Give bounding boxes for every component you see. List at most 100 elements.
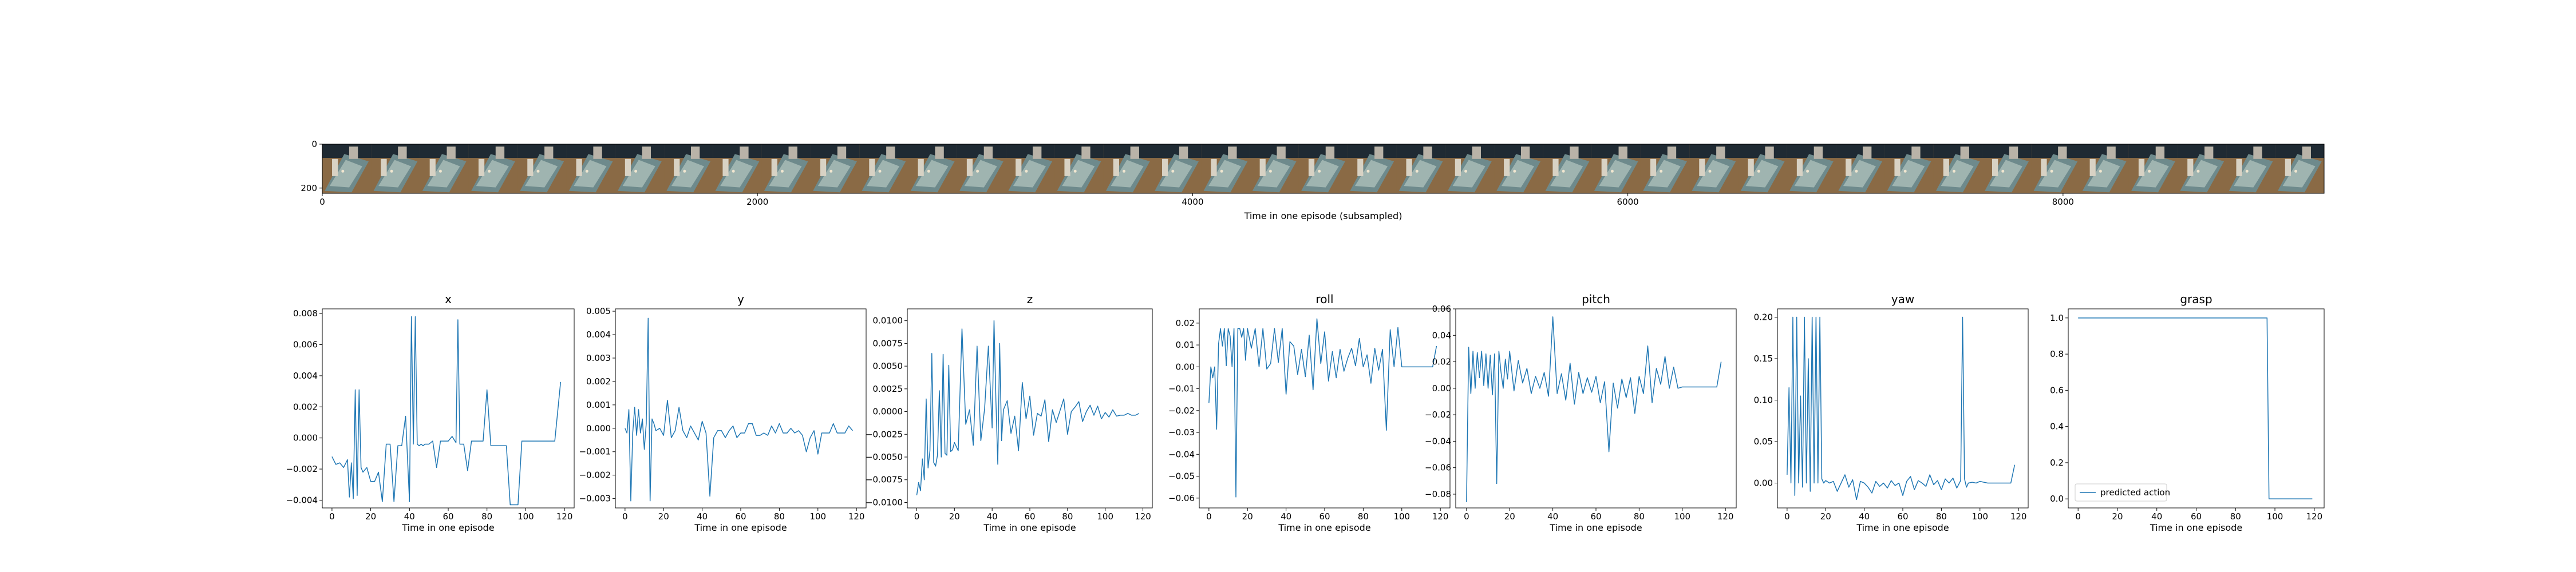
y-tick-label: 1.0 — [2050, 313, 2064, 323]
frame-thumbnail — [1201, 144, 1251, 193]
y-tick-label: −0.08 — [1425, 489, 1451, 499]
frame-thumbnail — [1348, 144, 1397, 193]
x-tick-label: 60 — [2191, 511, 2202, 522]
subplot-title: z — [1027, 292, 1033, 306]
x-tick-label: 120 — [1432, 511, 1449, 522]
y-tick-label: 0.00 — [1176, 362, 1195, 372]
subplot-grasp: 0 20 40 60 80 100 120 0.0 0.2 0.4 0.6 0.8 1.0 grasp Ti… — [2050, 292, 2325, 533]
x-tick-label: 0 — [329, 511, 335, 522]
x-tick-label: 100 — [1393, 511, 1410, 522]
y-tick-label: 0.0050 — [873, 361, 903, 371]
subplot-title: yaw — [1891, 292, 1914, 306]
subplot-title: y — [737, 292, 744, 306]
series-line — [916, 320, 1140, 495]
x-tick-label: 0 — [1784, 511, 1790, 522]
y-tick-label: 0.10 — [1754, 395, 1773, 406]
series-line — [1466, 316, 1722, 502]
x-tick-label: 120 — [556, 511, 573, 522]
x-tick-label: 40 — [1281, 511, 1291, 522]
frame-thumbnail — [859, 144, 909, 193]
y-tick-label: 0.0000 — [873, 407, 903, 417]
series-line — [1787, 316, 2016, 500]
frame-thumbnail — [1591, 144, 1641, 193]
y-tick-label: 0.005 — [586, 306, 611, 316]
y-tick-label: −0.03 — [1168, 427, 1195, 438]
frame-thumbnail — [1054, 144, 1104, 193]
x-tick-label: 80 — [1062, 511, 1073, 522]
y-tick-label: −0.0100 — [866, 497, 903, 507]
plot-frame — [2068, 308, 2325, 509]
frame-thumbnail — [1689, 144, 1739, 193]
y-tick-label: 0.6 — [2050, 385, 2064, 395]
y-tick-label: 0.003 — [586, 353, 611, 363]
y-tick-label: 0.0 — [2050, 494, 2064, 504]
y-tick-label: 200 — [301, 183, 317, 193]
frame-thumbnail — [1640, 144, 1690, 193]
y-tick-label: −0.003 — [579, 494, 611, 504]
x-tick-label: 40 — [1547, 511, 1558, 522]
x-tick-label: 60 — [735, 511, 746, 522]
x-tick-label: 0 — [319, 197, 325, 207]
frame-thumbnail — [1006, 144, 1055, 193]
series-line — [1208, 318, 1437, 498]
x-axis-label: Time in one episode (subsampled) — [1244, 210, 1402, 221]
x-tick-label: 8000 — [2052, 197, 2074, 207]
x-axis-label: Time in one episode — [2150, 522, 2242, 533]
y-tick-label: 0.2 — [2050, 458, 2064, 468]
frame-thumbnail — [908, 144, 958, 193]
x-tick-label: 40 — [2151, 511, 2162, 522]
y-tick-label: 0.4 — [2050, 422, 2064, 432]
frame-thumbnail — [2128, 144, 2178, 193]
x-tick-label: 0 — [1464, 511, 1469, 522]
y-tick-label: −0.05 — [1168, 471, 1195, 482]
frame-thumbnail — [1445, 144, 1495, 193]
x-tick-label: 40 — [1859, 511, 1870, 522]
x-tick-label: 80 — [1358, 511, 1369, 522]
y-tick-label: 0.000 — [586, 423, 611, 434]
x-tick-label: 100 — [1674, 511, 1690, 522]
x-tick-label: 120 — [848, 511, 865, 522]
x-axis-label: Time in one episode — [694, 522, 787, 533]
series-line — [625, 317, 853, 502]
frame-thumbnail — [810, 144, 860, 193]
y-tick-label: 0.004 — [586, 329, 611, 340]
subplot-pitch: 0 20 40 60 80 100 120 −0.08 −0.06 −0.04 −0.02 0.00 0… — [1425, 292, 1737, 533]
y-tick-label: 0.00 — [1432, 383, 1451, 394]
y-tick-label: −0.001 — [579, 447, 611, 457]
subplot-title: roll — [1315, 292, 1333, 306]
frame-thumbnail — [1494, 144, 1543, 193]
frame-thumbnail — [1298, 144, 1348, 193]
x-tick-label: 6000 — [1617, 197, 1639, 207]
y-tick-label: 0.00 — [1754, 478, 1773, 488]
x-tick-label: 40 — [987, 511, 998, 522]
x-tick-label: 0 — [914, 511, 920, 522]
y-tick-label: 0.0100 — [873, 316, 903, 326]
x-tick-label: 80 — [481, 511, 492, 522]
x-tick-label: 80 — [1634, 511, 1645, 522]
x-tick-label: 40 — [697, 511, 708, 522]
y-tick-label: 0.20 — [1754, 312, 1773, 323]
x-axis-label: Time in one episode — [1856, 522, 1949, 533]
y-tick-label: 0.06 — [1432, 304, 1451, 314]
x-tick-label: 20 — [1820, 511, 1831, 522]
x-tick-label: 2000 — [746, 197, 768, 207]
legend-label: predicted action — [2100, 487, 2170, 498]
frame-thumbnail — [761, 144, 811, 193]
frame-thumbnail — [1933, 144, 1983, 193]
frame-thumbnail — [1982, 144, 2032, 193]
x-tick-label: 60 — [442, 511, 453, 522]
plot-frame — [615, 308, 867, 509]
x-tick-label: 40 — [404, 511, 415, 522]
x-tick-label: 20 — [2112, 511, 2123, 522]
x-axis-label: Time in one episode — [983, 522, 1076, 533]
y-tick-label: 0.04 — [1432, 330, 1451, 340]
y-tick-label: 0.0075 — [873, 338, 903, 348]
y-tick-label: 0.0025 — [873, 384, 903, 394]
frame-thumbnail — [1250, 144, 1299, 193]
frame-thumbnail — [468, 144, 518, 193]
frame-thumbnail — [957, 144, 1006, 193]
x-tick-label: 100 — [1097, 511, 1113, 522]
y-tick-label: −0.0050 — [866, 452, 903, 462]
